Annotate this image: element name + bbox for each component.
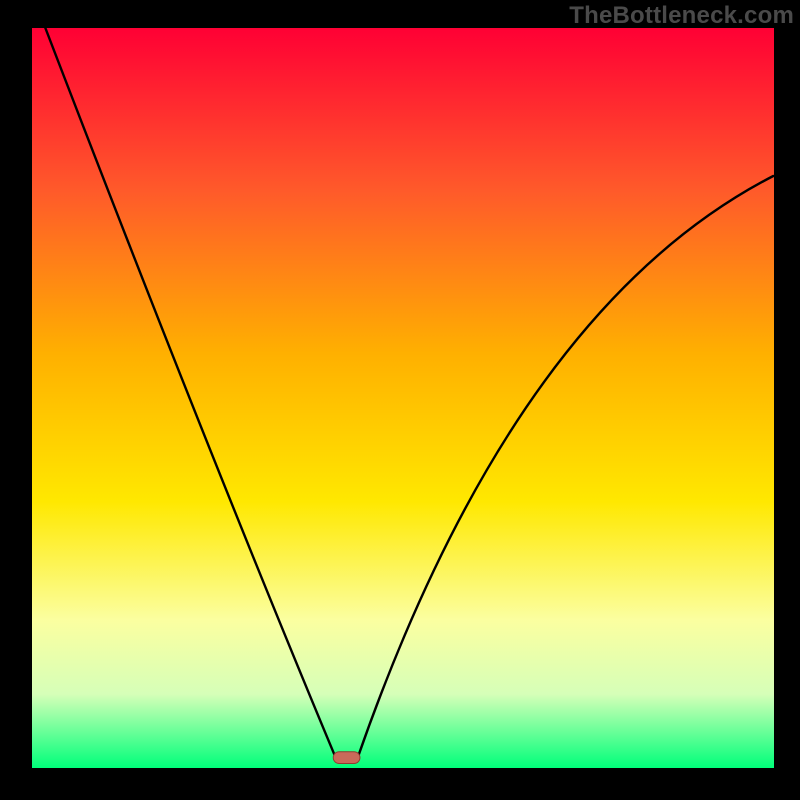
v-notch-path — [45, 28, 773, 755]
plot-area — [32, 28, 774, 768]
chart-root: TheBottleneck.com — [0, 0, 800, 800]
bottleneck-curve — [32, 28, 774, 768]
watermark-text: TheBottleneck.com — [569, 2, 794, 30]
bottleneck-marker — [333, 752, 360, 764]
